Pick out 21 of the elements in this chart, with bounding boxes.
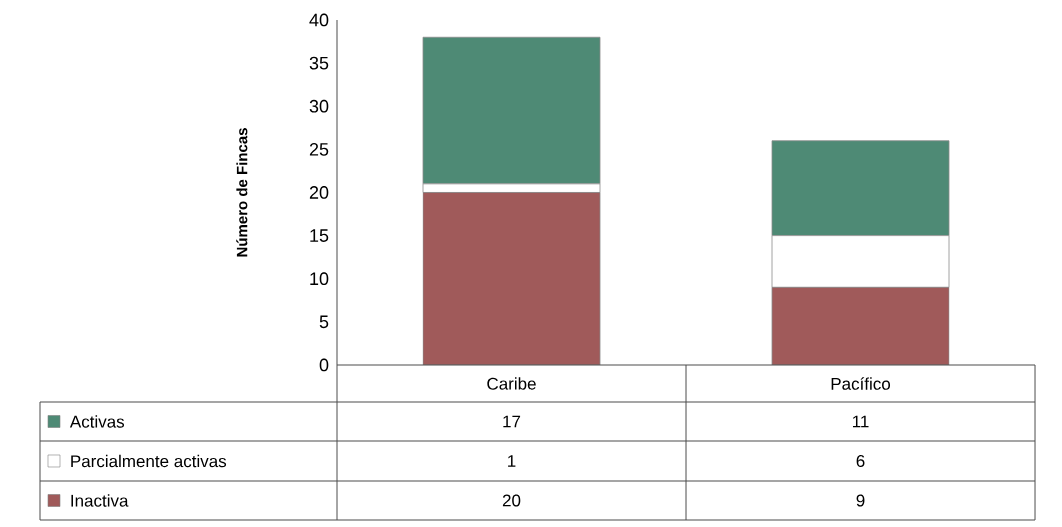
y-tick-label: 30: [309, 99, 329, 113]
legend-label: Parcialmente activas: [71, 454, 227, 468]
data-label: 17: [503, 415, 521, 428]
y-tick-label: 25: [309, 142, 329, 156]
y-tick-label: 40: [309, 13, 329, 27]
y-tick-label: 5: [319, 315, 329, 329]
x-tick-label: Caribe: [487, 377, 536, 390]
y-tick-label: 10: [310, 272, 329, 286]
x-tick-label: Pacífico: [831, 377, 891, 390]
legend-label: Inactiva: [71, 494, 129, 507]
data-label: 1: [508, 455, 516, 467]
y-tick-label: 35: [309, 56, 329, 70]
data-label: 6: [856, 454, 865, 468]
y-tick-label: 20: [309, 186, 329, 199]
legend-label: Activas: [69, 415, 125, 428]
data-label: 20: [502, 494, 521, 507]
y-tick-label: 0: [319, 358, 329, 372]
data-label: 11: [852, 415, 869, 428]
data-label: 9: [856, 494, 865, 507]
y-axis-title: Número de Fincas: [236, 128, 248, 257]
y-tick-label: 15: [310, 229, 329, 242]
